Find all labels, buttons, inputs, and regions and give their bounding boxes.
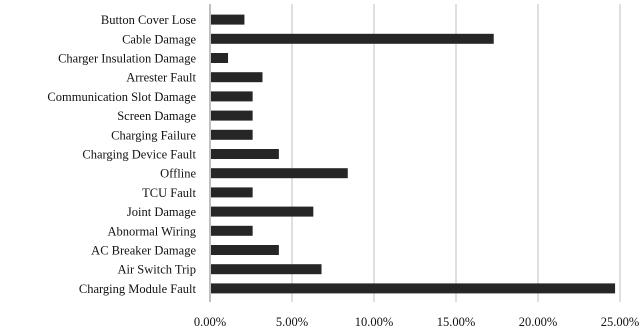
category-label: Cable Damage <box>122 32 196 46</box>
bar <box>211 72 263 83</box>
bar <box>211 245 279 255</box>
bar <box>211 129 253 140</box>
bar <box>211 187 253 198</box>
bar <box>211 149 279 159</box>
category-label: Charging Device Fault <box>82 148 196 162</box>
category-label: Air Switch Trip <box>118 263 197 277</box>
bars <box>211 14 616 294</box>
category-label: Charging Failure <box>111 128 196 142</box>
bar <box>211 53 229 63</box>
category-labels: Button Cover Lose Cable Damage Charger Ins… <box>47 13 196 296</box>
category-label: Charging Module Fault <box>79 282 197 296</box>
category-label: Screen Damage <box>117 109 196 123</box>
category-label: Abnormal Wiring <box>108 224 197 238</box>
x-tick-label: 15.00% <box>437 315 476 329</box>
bar <box>211 264 322 275</box>
bar <box>211 91 253 102</box>
x-tick-label: 5.00% <box>276 315 308 329</box>
gridlines <box>291 4 621 302</box>
x-tick-label: 20.00% <box>519 315 558 329</box>
bar <box>211 283 616 294</box>
category-label: Communication Slot Damage <box>47 90 196 104</box>
bar <box>211 206 314 217</box>
bar <box>211 33 494 44</box>
category-label: Arrester Fault <box>126 71 196 85</box>
bar <box>211 168 348 179</box>
category-label: Offline <box>160 167 196 181</box>
x-tick-label: 25.00% <box>601 315 640 329</box>
bar <box>211 110 253 121</box>
bar <box>211 14 245 25</box>
category-label: Button Cover Lose <box>101 13 197 27</box>
category-label: AC Breaker Damage <box>91 244 196 258</box>
category-label: Joint Damage <box>127 205 197 219</box>
bar <box>211 225 253 236</box>
category-label: Charger Insulation Damage <box>58 52 196 66</box>
x-tick-label: 0.00% <box>194 315 226 329</box>
category-label: TCU Fault <box>142 186 196 200</box>
x-tick-labels: 0.00% 5.00% 10.00% 15.00% 20.00% 25.00% <box>194 315 639 329</box>
x-tick-label: 10.00% <box>355 315 394 329</box>
